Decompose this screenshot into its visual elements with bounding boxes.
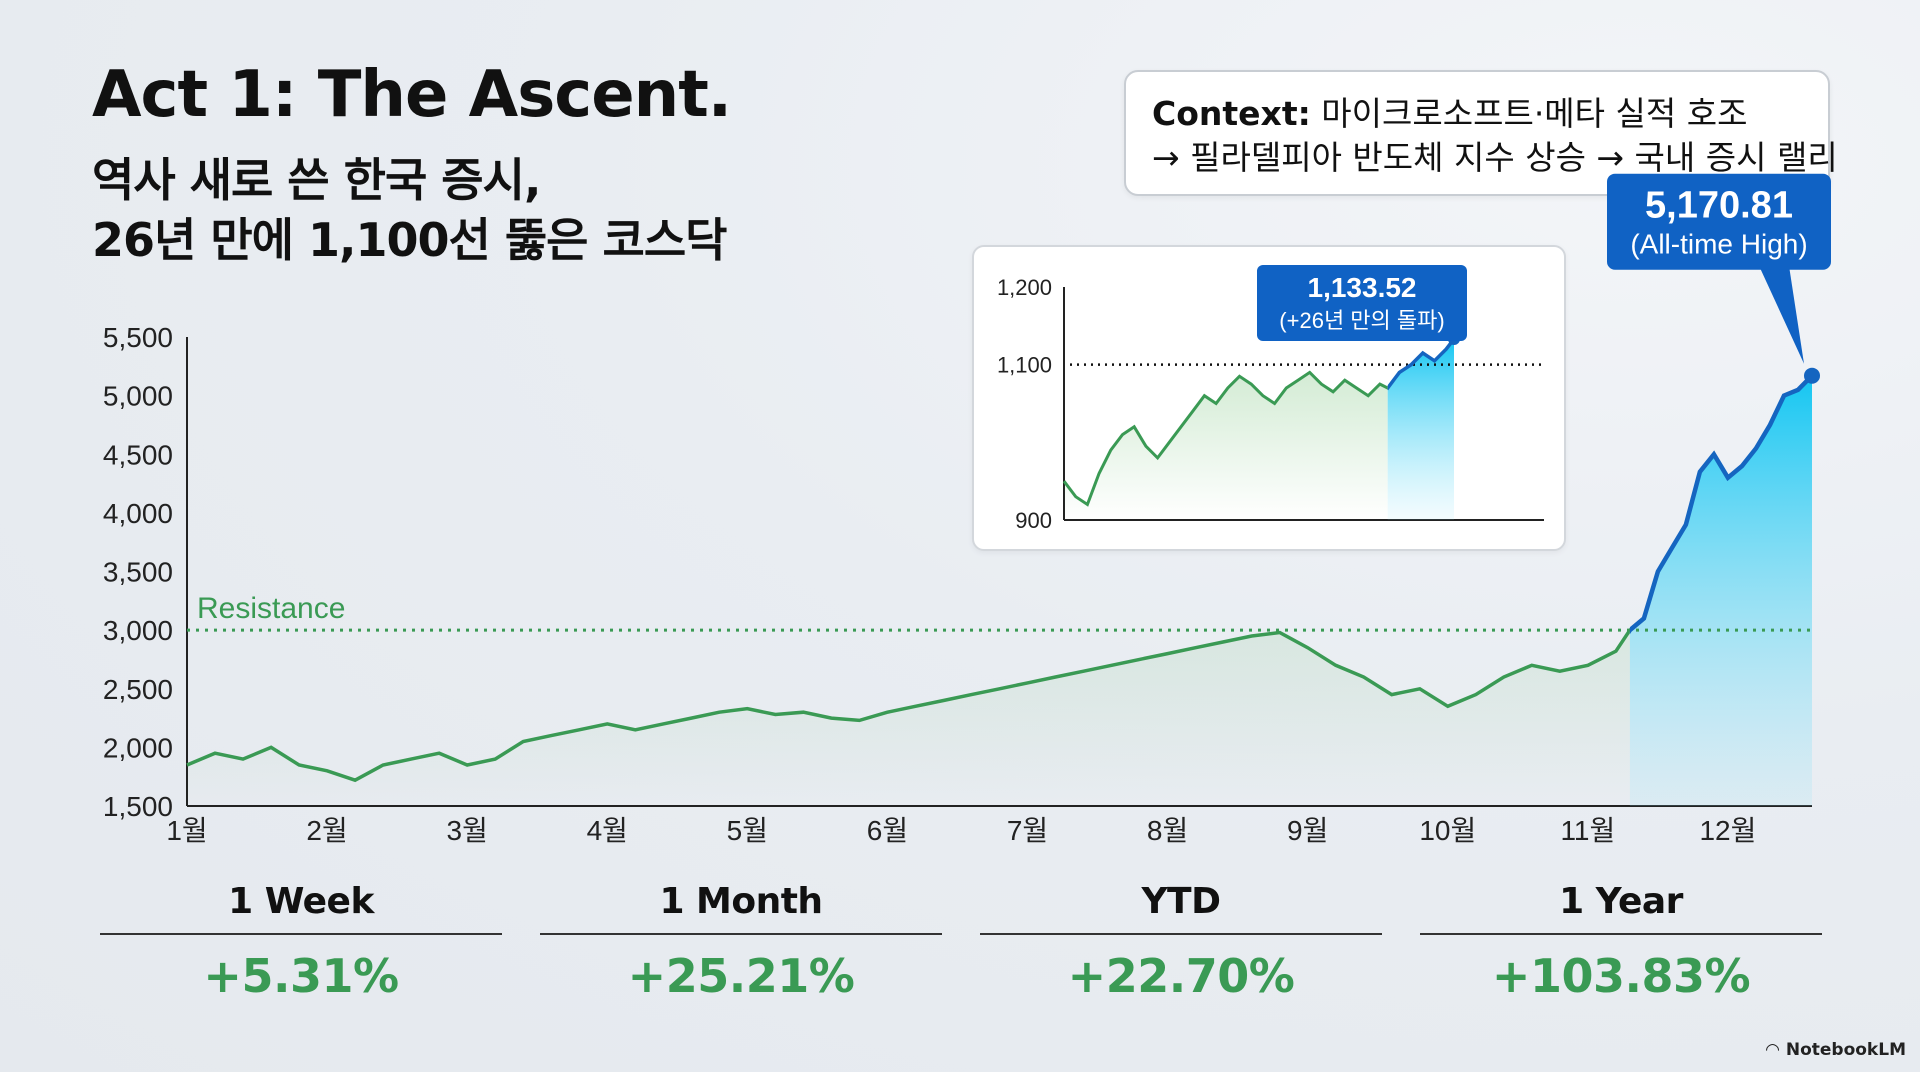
main-chart: 1,500 2,000 2,500 3,000 3,500 4,000 4,500 5,000…: [103, 173, 1831, 846]
ath-callout: 5,170.81 (All-time High): [1607, 173, 1831, 364]
x-tick-label: 9월: [1287, 815, 1328, 846]
x-tick-label: 6월: [867, 815, 908, 846]
inset-callout-box: [1257, 265, 1467, 341]
stat-value: +25.21%: [627, 949, 855, 1003]
inset-area-fill-green: [1064, 372, 1388, 520]
inset-area-fill-blue: [1387, 339, 1454, 520]
stat-label: 1 Week: [228, 881, 374, 922]
subtitle-line-2: 26년 만에 1,100선 뚫은 코스닥: [92, 213, 727, 267]
area-fill-green: [187, 630, 1630, 806]
ath-callout-box: [1607, 173, 1831, 270]
inset-y-tick-label: 1,200: [997, 275, 1052, 300]
y-tick-label: 3,500: [103, 557, 173, 588]
stat-label: 1 Year: [1559, 881, 1683, 922]
y-tick-label: 5,500: [103, 322, 173, 353]
context-line-1: 마이크로소프트·메타 실적 호조: [1321, 94, 1748, 133]
inset-chart-card: 900 1,100 1,200 1,133.52 (+26년 만의 돌파): [972, 245, 1566, 551]
stat-label: 1 Month: [659, 881, 823, 922]
y-tick-label: 4,000: [103, 498, 173, 529]
inset-callout: 1,133.52 (+26년 만의 돌파): [1257, 265, 1467, 341]
inset-y-tick-label: 900: [1015, 508, 1052, 533]
x-tick-label: 7월: [1007, 815, 1048, 846]
page-subtitle: 역사 새로 쓴 한국 증시, 26년 만에 1,100선 뚫은 코스닥: [92, 150, 727, 270]
ath-callout-tail: [1759, 265, 1804, 364]
stat-1-week: 1 Week +5.31%: [100, 875, 502, 1003]
x-tick-label: 5월: [727, 815, 768, 846]
stat-1-year: 1 Year +103.83%: [1420, 875, 1822, 1003]
stat-divider: [100, 933, 502, 935]
y-tick-label: 3,000: [103, 615, 173, 646]
x-tick-label: 10월: [1419, 815, 1476, 846]
stat-ytd: YTD +22.70%: [980, 875, 1382, 1003]
stat-divider: [980, 933, 1382, 935]
x-tick-label: 2월: [306, 815, 347, 846]
inset-callout-value: 1,133.52: [1308, 272, 1417, 303]
x-tick-label: 8월: [1147, 815, 1188, 846]
x-tick-label: 11월: [1560, 815, 1615, 846]
stat-1-month: 1 Month +25.21%: [540, 875, 942, 1003]
x-tick-label: 1월: [166, 815, 207, 846]
y-tick-label: 4,500: [103, 439, 173, 470]
inset-series-line-blue: [1387, 337, 1456, 391]
x-tick-label: 3월: [447, 815, 488, 846]
subtitle-line-1: 역사 새로 쓴 한국 증시,: [92, 153, 541, 207]
page-title: Act 1: The Ascent.: [92, 58, 732, 132]
ath-callout-value: 5,170.81: [1645, 185, 1793, 227]
stat-value: +22.70%: [1067, 949, 1295, 1003]
brand-icon: ◠: [1765, 1040, 1780, 1060]
x-tick-label: 4월: [587, 815, 628, 846]
brand-mark: ◠ NotebookLM: [1765, 1040, 1906, 1060]
inset-series-line-green: [1062, 370, 1388, 507]
stat-value: +103.83%: [1491, 949, 1751, 1003]
y-tick-label: 5,000: [103, 381, 173, 412]
area-fill-blue: [1629, 375, 1812, 806]
stat-value: +5.31%: [203, 949, 399, 1003]
inset-y-tick-label: 1,100: [997, 353, 1052, 378]
brand-name: NotebookLM: [1785, 1040, 1906, 1060]
context-line-2: → 필라델피아 반도체 지수 상승 → 국내 증시 랠리: [1152, 138, 1838, 177]
performance-stats: 1 Week +5.31% 1 Month +25.21% YTD +22.70…: [100, 875, 1822, 1005]
inset-chart: 900 1,100 1,200 1,133.52 (+26년 만의 돌파): [997, 265, 1544, 533]
series-line-blue: [1629, 374, 1814, 635]
x-tick-label: 12월: [1699, 815, 1756, 846]
stat-divider: [540, 933, 942, 935]
stat-label: YTD: [1141, 881, 1221, 922]
resistance-label: Resistance: [197, 592, 345, 625]
all-time-high-point: [1804, 367, 1820, 384]
y-tick-label: 2,500: [103, 674, 173, 705]
stat-divider: [1420, 933, 1822, 935]
inset-callout-label: (+26년 만의 돌파): [1279, 308, 1444, 333]
context-label: Context:: [1152, 94, 1311, 133]
ath-callout-label: (All-time High): [1630, 229, 1807, 260]
y-tick-label: 1,500: [103, 791, 173, 822]
y-tick-label: 2,000: [103, 732, 173, 763]
series-line-green: [186, 627, 1630, 783]
